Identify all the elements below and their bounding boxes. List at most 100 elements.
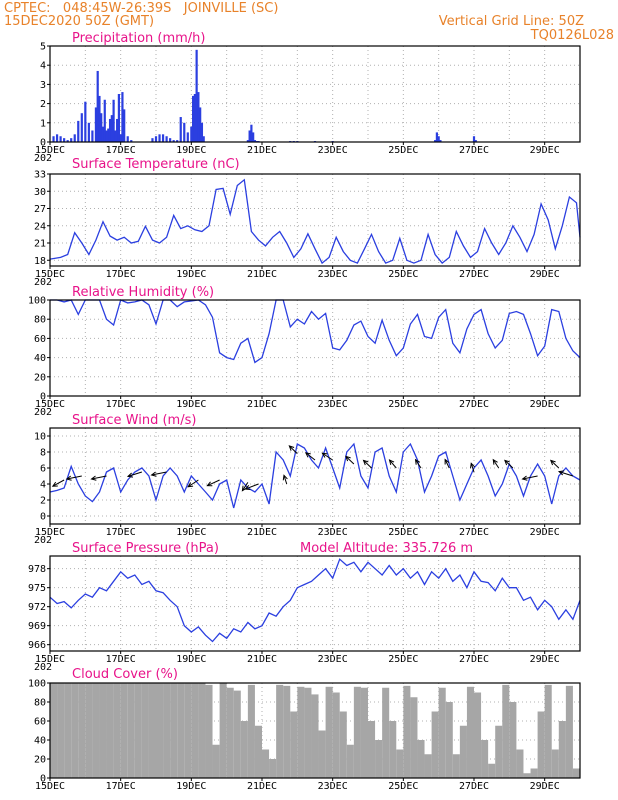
wind-ytick-label: 6 [40, 464, 46, 475]
cloud-bar [318, 730, 326, 778]
cloud-bar [353, 686, 361, 778]
wind-ytick-label: 0 [40, 512, 46, 523]
humidity-xtick-label: 29DEC [530, 399, 560, 410]
wind-arrow [504, 460, 514, 469]
cloud-bar [452, 754, 460, 778]
precipitation-bar [107, 128, 110, 142]
humidity-xtick-label: 23DEC [318, 399, 348, 410]
cloud-ytick-label: 100 [28, 679, 46, 690]
precipitation-bar [437, 136, 440, 142]
cloud-bar [71, 683, 79, 778]
pressure-ytick-label: 966 [28, 640, 46, 651]
wind-ytick-label: 8 [40, 448, 46, 459]
temperature-ytick-label: 27 [34, 204, 46, 215]
cloud-bar [502, 684, 510, 778]
wind-title: Surface Wind (m/s) [72, 413, 196, 428]
precipitation-bar [116, 118, 119, 142]
precipitation-bar [186, 132, 189, 142]
wind-line [49, 442, 581, 509]
precipitation-bar [252, 132, 255, 142]
precipitation-bar [472, 136, 476, 142]
cloud-bar [339, 711, 347, 778]
cloud-xtick-label: 27DEC [459, 781, 489, 792]
precipitation-xtick-label: 21DEC [247, 145, 277, 156]
wind-arrow-head [470, 462, 476, 469]
precipitation-bar [96, 70, 99, 142]
temperature-xtick-label: 27DEC [459, 269, 489, 280]
wind-arrow-head [304, 452, 311, 458]
cloud-bar [269, 759, 277, 778]
pressure-cut-label: 202 [34, 662, 52, 673]
cloud-bar [403, 685, 411, 778]
wind-arrow [241, 482, 249, 491]
cloud-bar [488, 763, 496, 778]
pressure-ytick-label: 969 [28, 621, 46, 632]
wind-arrow [91, 475, 107, 480]
wind-arrow-head [549, 459, 556, 466]
precipitation-bar [87, 122, 90, 142]
precipitation-ytick-label: 2 [40, 99, 46, 110]
header-model-id: TQ0126L028 [530, 28, 614, 43]
cloud-bar [516, 749, 524, 778]
pressure-xtick-label: 19DEC [176, 654, 206, 665]
precipitation-bar [253, 140, 257, 142]
cloud-xtick-label: 15DEC [35, 781, 65, 792]
cloud-bar [346, 744, 354, 778]
humidity-xtick-label: 25DEC [388, 399, 418, 410]
precipitation-bar [121, 92, 124, 142]
cloud-bar [290, 711, 298, 778]
pressure-xtick-label: 29DEC [530, 654, 560, 665]
precipitation-bar [192, 95, 195, 142]
precipitation-bar [195, 49, 198, 143]
precipitation-bar [202, 136, 205, 142]
pressure-xtick-label: 17DEC [106, 654, 136, 665]
precipitation-bar [199, 107, 202, 142]
wind-arrow-head [65, 475, 72, 481]
cloud-bar [156, 683, 164, 778]
cloud-bar [551, 749, 559, 778]
cloud-bar [459, 725, 467, 778]
wind-ytick-label: 4 [40, 480, 46, 491]
wind-arrow-head [187, 482, 194, 488]
cloud-bar [509, 702, 517, 778]
wind-xtick-label: 23DEC [318, 527, 348, 538]
precipitation-bar [110, 115, 113, 142]
wind-arrow [492, 459, 500, 469]
temperature-ytick-label: 18 [34, 256, 46, 267]
wind-cut-label: 202 [34, 535, 52, 546]
cloud-bar [523, 773, 531, 778]
temperature-xtick-label: 25DEC [388, 269, 418, 280]
cloud-bar [127, 683, 135, 778]
pressure-ytick-label: 972 [28, 602, 46, 613]
cloud-bar [64, 683, 72, 778]
pressure-xtick-label: 15DEC [35, 654, 65, 665]
precipitation-bar [84, 101, 87, 142]
temperature-frame [49, 173, 581, 267]
precipitation-bar [176, 140, 179, 142]
pressure-ytick-label: 978 [28, 564, 46, 575]
temperature-xtick-label: 21DEC [247, 269, 277, 280]
precipitation-xtick-label: 23DEC [318, 145, 348, 156]
cloud-bar [233, 690, 241, 778]
wind-arrow-head [444, 458, 450, 465]
precipitation-bar [248, 130, 251, 142]
cloud-bar [382, 687, 390, 778]
cloud-bar [148, 683, 156, 778]
cloud-bar [417, 740, 425, 778]
cloud-xtick-label: 19DEC [176, 781, 206, 792]
precipitation-bar [123, 109, 126, 142]
precipitation-bar [59, 136, 62, 142]
wind-arrow-head [521, 475, 528, 481]
precipitation-bar [439, 140, 442, 142]
cloud-bar [177, 683, 185, 778]
cloud-bar [50, 683, 58, 778]
cloud-bar [544, 684, 552, 778]
cloud-bar [438, 687, 446, 778]
wind-arrow-head [90, 475, 97, 481]
temperature-xtick-label: 29DEC [530, 269, 560, 280]
humidity-xtick-label: 19DEC [176, 399, 206, 410]
precipitation-bar [55, 134, 59, 142]
wind-arrow-head [282, 474, 288, 481]
wind-arrow-head [414, 458, 421, 465]
cloud-bar [92, 683, 100, 778]
